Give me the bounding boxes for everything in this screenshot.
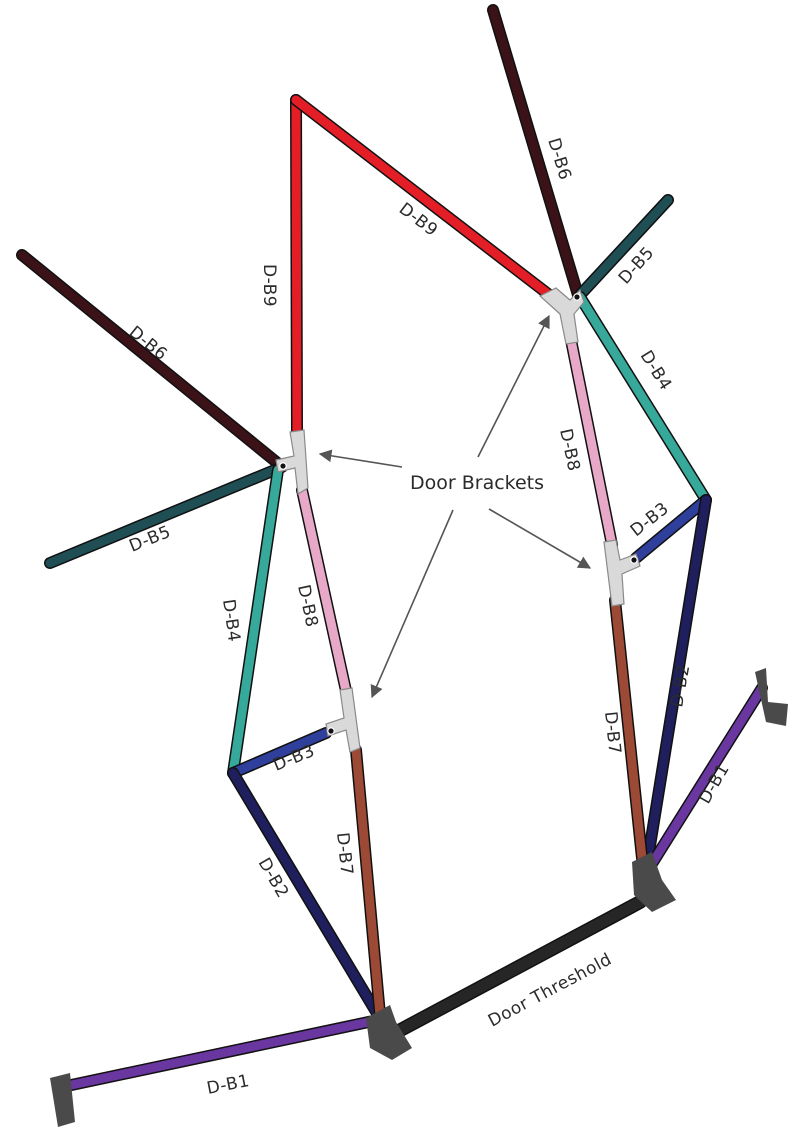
- rod-db9-left: [290, 94, 303, 438]
- door-bracket-right-lower: [603, 539, 641, 607]
- label-db8-right: D-B8: [555, 427, 584, 473]
- label-db1-left: D-B1: [205, 1071, 251, 1099]
- door-brackets-label: Door Brackets: [410, 472, 544, 494]
- door-threshold-bar: [388, 895, 647, 1040]
- foot-left-outer: [50, 1073, 75, 1127]
- rod-db3-left: [227, 727, 332, 779]
- rod-db1-left: [56, 1014, 384, 1093]
- label-db8-left: D-B8: [293, 583, 322, 629]
- rod-db4-right: [574, 291, 712, 506]
- rod-db9-top: [290, 94, 558, 303]
- rod-db1-right: [642, 682, 768, 876]
- label-db9-left: D-B9: [259, 264, 279, 307]
- rod-db2-left: [227, 767, 384, 1021]
- door-bracket-left-lower: [325, 687, 361, 753]
- rod-db6-right: [487, 4, 584, 301]
- rod-db2-right: [642, 494, 712, 864]
- door-threshold-label: Door Threshold: [485, 949, 615, 1031]
- rod-db6-left-fill: [17, 250, 285, 470]
- label-db2-right: D-B2: [667, 663, 694, 709]
- door-bracket-right-upper: [538, 287, 585, 345]
- rod-db7-right: [609, 594, 648, 864]
- rod-db8-right: [564, 329, 618, 551]
- rod-db6-left: [16, 249, 286, 471]
- foot-left-corner: [366, 1005, 412, 1060]
- rod-db8-left: [296, 484, 354, 706]
- label-db4-left: D-B4: [218, 598, 244, 643]
- rod-db5-right: [574, 194, 674, 301]
- rod-db7-left: [350, 744, 386, 1021]
- callout-arrows: [318, 314, 592, 699]
- foot-right-outer: [755, 668, 788, 726]
- rod-db4-left: [227, 464, 284, 779]
- rod-db5-left: [44, 461, 288, 569]
- label-db7-right: D-B7: [600, 710, 624, 755]
- foot-right-corner: [632, 852, 676, 912]
- label-db7-left: D-B7: [332, 831, 356, 876]
- rod-db3-right: [630, 494, 712, 564]
- door-bracket-left-upper: [275, 429, 309, 495]
